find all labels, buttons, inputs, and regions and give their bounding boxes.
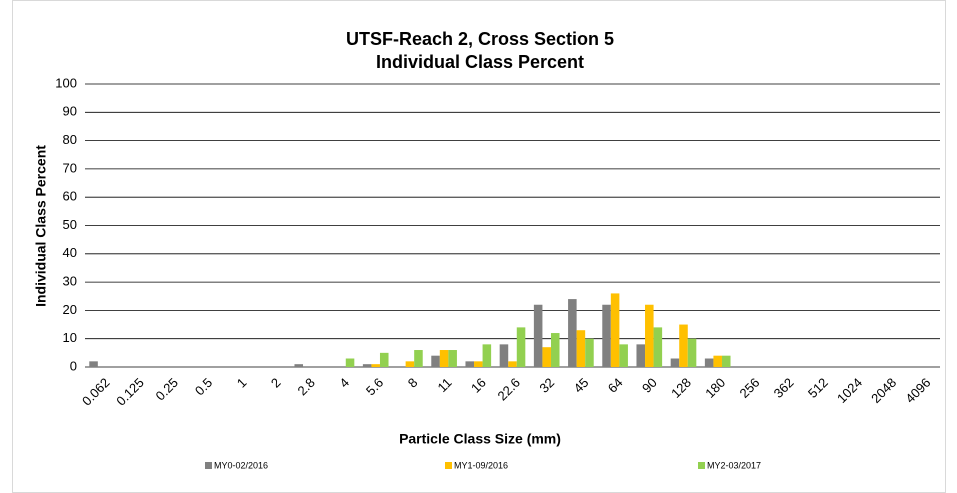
bar — [414, 350, 423, 367]
y-tick-label: 100 — [55, 75, 77, 90]
bar — [550, 333, 560, 367]
legend-swatch — [205, 462, 212, 469]
y-tick-label: 0 — [70, 358, 77, 373]
bar — [294, 364, 304, 367]
y-tick-label: 80 — [63, 132, 77, 147]
bar — [448, 350, 457, 367]
y-tick-label: 20 — [63, 302, 77, 317]
bar — [670, 358, 680, 367]
bar — [602, 304, 611, 367]
y-tick-label: 10 — [63, 330, 77, 345]
bar — [431, 355, 440, 367]
bar — [568, 299, 577, 367]
bar — [645, 304, 654, 367]
bar — [345, 358, 355, 367]
y-tick-label: 70 — [63, 160, 77, 175]
bar — [533, 304, 543, 367]
legend-swatch — [698, 462, 705, 469]
bar — [439, 350, 449, 367]
chart-border — [12, 0, 946, 493]
bar — [576, 330, 586, 367]
bar — [619, 344, 628, 367]
legend-swatch — [445, 462, 452, 469]
bar — [636, 344, 646, 367]
bar — [379, 352, 389, 367]
legend-label: MY0-02/2016 — [214, 460, 268, 470]
bar — [585, 338, 594, 367]
y-tick-label: 40 — [63, 245, 77, 260]
bar — [542, 347, 551, 367]
y-tick-label: 50 — [63, 217, 77, 232]
y-axis-label: Individual Class Percent — [33, 145, 49, 307]
legend-label: MY2-03/2017 — [707, 460, 761, 470]
bar — [653, 327, 663, 367]
y-tick-label: 60 — [63, 189, 77, 204]
bar — [482, 344, 492, 367]
bar — [405, 361, 415, 367]
bar — [508, 361, 517, 367]
chart-title: UTSF-Reach 2, Cross Section 5 — [346, 29, 614, 49]
bar — [516, 327, 526, 367]
bar — [474, 361, 483, 367]
y-tick-label: 30 — [63, 274, 77, 289]
legend-label: MY1-09/2016 — [454, 460, 508, 470]
bar — [679, 324, 688, 367]
x-axis-label: Particle Class Size (mm) — [399, 431, 561, 447]
bar — [704, 358, 714, 367]
bar — [371, 364, 380, 367]
chart-subtitle: Individual Class Percent — [376, 52, 584, 72]
bar — [610, 293, 620, 367]
bar — [89, 361, 98, 367]
y-tick-label: 90 — [63, 104, 77, 119]
bar — [362, 364, 372, 367]
bar — [687, 338, 697, 367]
bar — [721, 355, 731, 367]
bar — [713, 355, 722, 367]
bar — [465, 361, 475, 367]
bar — [499, 344, 509, 367]
